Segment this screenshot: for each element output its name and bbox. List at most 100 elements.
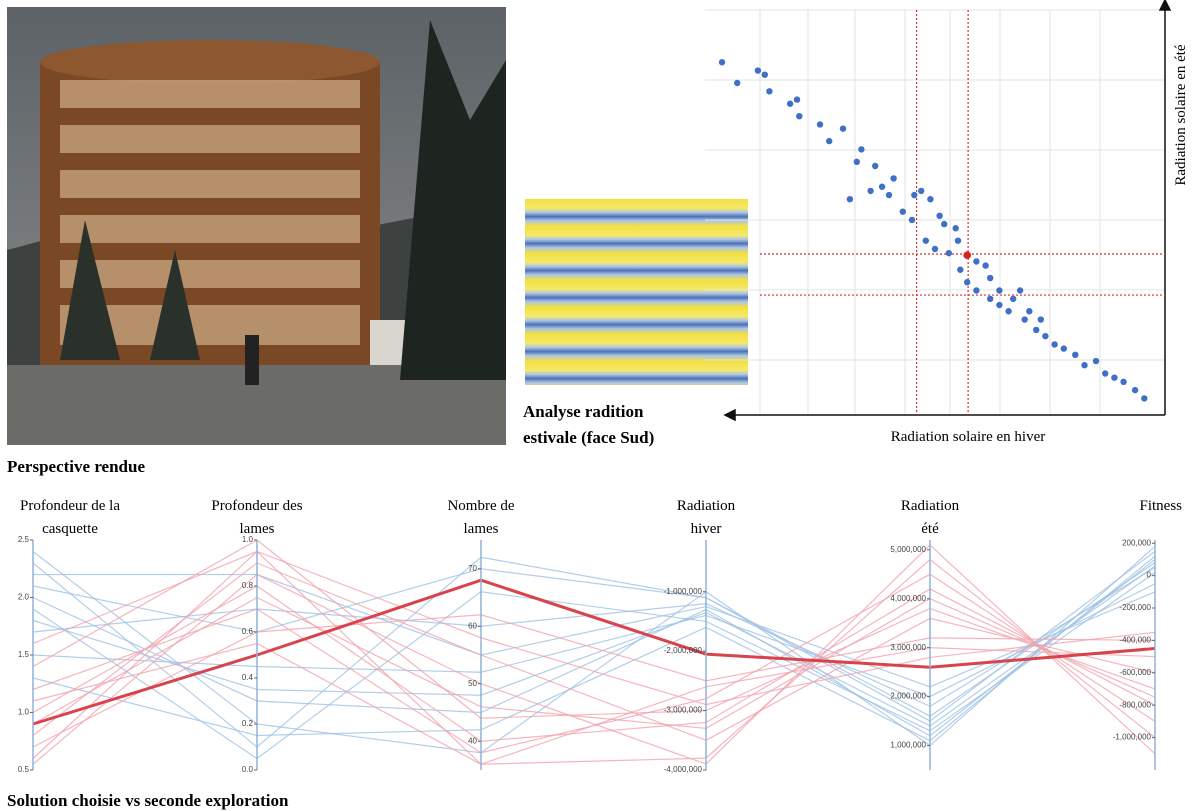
point <box>911 191 918 199</box>
point <box>761 71 768 78</box>
point <box>945 249 952 257</box>
point <box>908 216 916 224</box>
tick-label: 0.6 <box>242 627 254 636</box>
point <box>793 96 801 103</box>
tick-label: 4,000,000 <box>890 594 926 603</box>
point <box>936 212 943 219</box>
point <box>922 237 929 244</box>
point <box>982 262 989 269</box>
tick-label: 2,000,000 <box>890 692 926 701</box>
caption: Analyse radition <box>523 402 644 421</box>
point <box>754 67 762 74</box>
axis-title: casquette <box>42 521 98 537</box>
tick-label: -200,000 <box>1119 603 1151 612</box>
polyline <box>32 550 1156 748</box>
tick-label: 3,000,000 <box>890 643 926 652</box>
point <box>853 158 860 166</box>
point <box>996 301 1003 309</box>
tick-label: 0.5 <box>18 765 30 774</box>
polyline <box>32 583 1156 698</box>
point <box>872 162 879 170</box>
point <box>1141 395 1148 402</box>
axis-title: Profondeur des <box>211 498 302 514</box>
point <box>858 146 865 153</box>
caption: Perspective rendue <box>7 457 145 476</box>
point <box>973 287 980 294</box>
polyline <box>32 614 1156 748</box>
grid <box>705 9 1165 415</box>
point <box>890 175 897 182</box>
point <box>786 100 794 107</box>
tick-label: -4,000,000 <box>664 765 703 774</box>
axes <box>723 0 1172 422</box>
point <box>899 208 906 215</box>
point <box>718 59 726 66</box>
tick-label: 2.5 <box>18 535 30 544</box>
point <box>867 187 874 195</box>
tick-label: 60 <box>468 621 477 630</box>
caption: Solution choisie vs seconde exploration <box>7 791 289 810</box>
polyline <box>32 539 1156 719</box>
polyline <box>32 544 1156 765</box>
point <box>816 121 824 128</box>
point <box>1026 308 1033 315</box>
point <box>954 237 962 244</box>
axis-title: Nombre de <box>447 498 514 514</box>
polyline <box>32 571 1156 760</box>
point <box>931 245 939 253</box>
point <box>846 196 854 203</box>
point <box>973 258 980 265</box>
point <box>1037 316 1045 323</box>
tick-label: 50 <box>468 679 477 688</box>
tick-label: 70 <box>468 564 477 573</box>
point <box>1092 357 1100 365</box>
polyline <box>32 642 1156 765</box>
point <box>1072 351 1079 359</box>
point <box>878 183 886 190</box>
axis-title: Profondeur de la <box>20 498 120 514</box>
tick-label: -1,000,000 <box>664 587 703 596</box>
point <box>796 113 803 120</box>
point <box>1131 386 1139 394</box>
axis-title: lames <box>240 521 275 537</box>
selected-point <box>963 251 971 260</box>
axis-title: Radiation <box>901 498 960 514</box>
point <box>1051 341 1058 348</box>
tick-label: 1.5 <box>18 650 30 659</box>
heatmap <box>525 199 748 385</box>
axis-title: lames <box>464 521 499 537</box>
tick-label: -1,000,000 <box>1113 733 1152 742</box>
x-axis-label: Radiation solaire en hiver <box>891 429 1046 445</box>
tick-label: 2.0 <box>18 593 30 602</box>
point <box>957 266 964 273</box>
point <box>826 137 833 145</box>
point <box>1016 287 1024 294</box>
tick-label: 1,000,000 <box>890 741 926 750</box>
point <box>1021 316 1028 323</box>
point <box>1111 374 1118 381</box>
axis-title: hiver <box>691 521 722 537</box>
tick-label: 0.4 <box>242 673 254 682</box>
point <box>1033 326 1040 334</box>
point <box>987 274 994 282</box>
tick-label: 1.0 <box>242 535 254 544</box>
polyline <box>32 567 1156 708</box>
point <box>941 220 948 228</box>
y-axis-label: Radiation solaire en été <box>1173 44 1189 186</box>
point <box>1010 295 1017 302</box>
polyline <box>32 565 1156 727</box>
polyline <box>32 562 1156 717</box>
point <box>885 191 893 199</box>
polyline <box>32 578 1156 726</box>
polyline <box>32 596 1156 730</box>
tick-label: -3,000,000 <box>664 706 703 715</box>
tick-label: -800,000 <box>1119 700 1151 709</box>
axis-title: Fitness <box>1139 498 1182 514</box>
tick-label: -2,000,000 <box>664 646 703 655</box>
tick-label: 0 <box>1147 571 1152 580</box>
polyline <box>32 562 1156 741</box>
rendering <box>7 7 506 445</box>
point <box>1102 370 1109 377</box>
tick-label: -400,000 <box>1119 636 1151 645</box>
